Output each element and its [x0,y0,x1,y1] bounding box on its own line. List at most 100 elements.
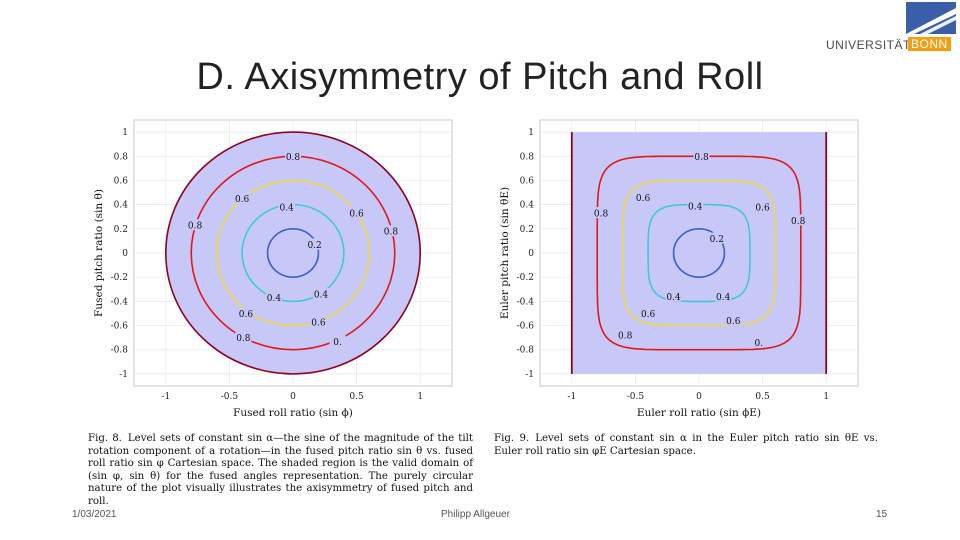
y-tick-label: -0.6 [517,322,535,332]
contour-label: 0.4 [314,291,329,301]
y-tick-label: 0.6 [520,176,535,186]
contour-line-0.6 [621,179,777,327]
x-tick-label: -0.5 [221,392,239,402]
contour-label-bg [285,150,301,162]
y-tick-label: 0.6 [114,176,129,186]
y-tick-label: -1 [119,370,128,380]
contour-label-bg [750,336,767,348]
footer-author: Philipp Allgeuer [441,509,510,520]
figure-8-caption: Fig. 8. Level sets of constant sin α—the … [88,433,473,508]
y-tick-label: -0.6 [111,322,129,332]
x-axis-label: Fused roll ratio (sin ϕ) [233,407,353,419]
footer-date: 1/03/2021 [72,509,117,520]
x-tick-label: 0 [696,392,702,402]
contour-label-bg [310,315,327,327]
y-tick-label: 0.2 [114,225,128,235]
contour-label-bg [278,201,295,213]
contour-label: 0.4 [688,202,703,212]
contour-label: 0. [754,339,763,349]
contour-label-bg [312,288,329,300]
y-tick-label: 0.8 [520,152,535,162]
x-tick-label: -1 [161,392,170,402]
contour-line-0.2 [672,228,726,278]
valid-domain-region [571,132,827,374]
contour-label: 0.4 [279,204,294,214]
contour-label-bg [237,307,254,319]
contour-label: 0.6 [349,210,364,220]
x-tick-label: 0 [290,392,296,402]
figure-9-caption: Fig. 9. Level sets of constant sin α in t… [494,433,878,458]
y-axis-label: Fused pitch ratio (sin θ) [93,189,105,317]
contour-label: 0.4 [716,293,731,303]
contour-label: 0.8 [594,210,609,220]
x-tick-label: 0.5 [755,392,770,402]
contour-label-bg [265,291,282,303]
contour-label: 0.2 [710,235,724,245]
contour-label: 0.4 [666,293,681,303]
y-tick-label: 0.4 [520,201,535,211]
contour-label-bg [617,329,634,341]
y-tick-label: -1 [525,370,534,380]
contour-label-bg [725,314,742,326]
contour-label: 0.8 [694,153,709,163]
contour-label-bg [234,192,251,204]
y-tick-label: -0.8 [517,346,535,356]
x-tick-label: 1 [417,392,423,402]
contour-label: 0.6 [726,317,741,327]
figure-9-caption-text: Level sets of constant sin α in the Eule… [494,433,878,457]
contour-label: 0.4 [267,294,282,304]
contour-label-bg [708,232,725,244]
contour-label-bg [640,307,657,319]
contour-line-0.6 [215,179,371,327]
contour-label: 0.8 [791,217,806,227]
x-axis-label: Euler roll ratio (sin ϕE) [637,407,761,419]
contour-label-bg [348,207,365,219]
y-tick-label: -0.4 [517,297,535,307]
contour-label: 0. [333,338,342,348]
y-tick-label: 0.8 [114,152,129,162]
contour-label: 0.8 [384,228,399,238]
figure-8-label: Fig. 8. [88,433,122,444]
contour-label: 0.6 [311,318,326,328]
contour-label: 0.6 [235,195,250,205]
logo-city-text: BONN [908,37,951,51]
y-tick-label: -0.4 [111,297,129,307]
contour-line-1 [165,131,421,375]
figure-8-caption-text: Level sets of constant sin α—the sine of… [88,433,474,507]
slide-title: D. Axisymmetry of Pitch and Roll [196,56,764,98]
x-tick-label: -0.5 [627,392,645,402]
contour-label: 0.6 [239,310,254,320]
figure-9-label: Fig. 9. [494,433,530,444]
logo-mark-icon [906,2,956,34]
contour-line-0.8 [596,155,802,351]
y-tick-label: -0.2 [111,273,128,283]
figure-8-plot: 0.8 0.6 0.4 0.6 0.8 0.8 0.2 0.4 0.4 0.6 0.6 0.8 0. -1… [93,119,453,419]
contour-label-bg [382,225,399,237]
contour-label: 0.8 [286,153,301,163]
contour-label-bg [306,238,323,250]
contour-label-bg [687,199,704,211]
contour-label: 0.6 [641,310,656,320]
contour-label-bg [593,207,610,219]
contour-label-bg [693,150,710,162]
logo-university-text: UNIVERSITÄT [826,38,911,52]
contour-label-bg [187,219,204,231]
contour-label: 0.6 [636,194,651,204]
y-tick-label: 1 [528,128,534,138]
contour-label: 0.8 [618,332,633,342]
y-tick-label: 0.4 [114,201,129,211]
contour-label: 0.2 [307,241,321,251]
y-tick-label: -0.8 [111,346,129,356]
x-tick-label: 1 [823,392,829,402]
contour-label-bg [715,290,732,302]
contour-label-bg [635,191,652,203]
x-tick-label: 0.5 [349,392,364,402]
contour-label-bg [754,201,771,213]
y-tick-label: 0.2 [520,225,534,235]
y-tick-label: 1 [122,128,128,138]
contour-line-0.2 [266,228,320,278]
footer-page-number: 15 [876,509,888,520]
contour-label-bg [790,214,807,226]
valid-domain-region [165,132,421,374]
y-tick-label: 0 [528,249,534,259]
